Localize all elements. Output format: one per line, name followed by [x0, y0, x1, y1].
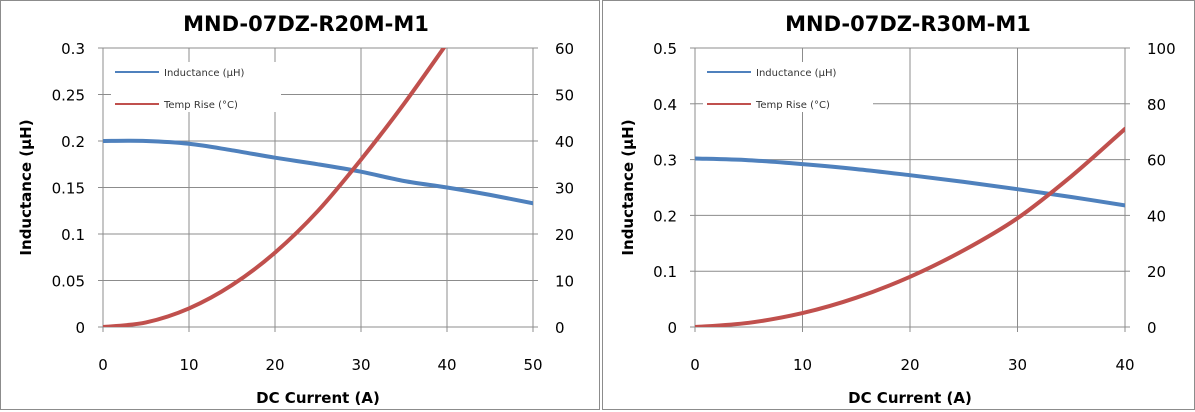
chart-title: MND-07DZ-R20M-M1 [183, 12, 429, 36]
y2-tick-label: 0 [1147, 319, 1157, 337]
x-tick-label: 0 [98, 356, 108, 374]
y-axis-title: Inductance (µH) [619, 119, 637, 255]
y-tick-label: 0.3 [653, 152, 677, 170]
x-tick-label: 20 [900, 356, 919, 374]
y-tick-label: 0 [75, 319, 85, 337]
y-tick-label: 0.05 [52, 273, 85, 291]
y-tick-label: 0.4 [653, 96, 677, 114]
chart-panel-r20m: 0 10 20 30 40 50 0 0.05 0.1 0.15 0.2 0.25 0.3 0 10 20 30… [0, 0, 600, 410]
y-tick-label: 0.1 [653, 263, 677, 281]
y-axis-title: Inductance (µH) [17, 119, 35, 255]
x-tick-label: 40 [1115, 356, 1134, 374]
temp-rise-series-line [103, 48, 447, 327]
x-tick-label: 0 [690, 356, 700, 374]
y2-tick-label: 20 [1147, 263, 1166, 281]
y-tick-label: 0.5 [653, 40, 677, 58]
x-tick-label: 30 [351, 356, 370, 374]
inductance-series-line [103, 138, 533, 206]
y2-tick-label: 40 [1147, 207, 1166, 225]
chart-r20m: 0 10 20 30 40 50 0 0.05 0.1 0.15 0.2 0.25 0.3 0 10 20 30… [17, 12, 574, 407]
x-tick-label: 50 [523, 356, 542, 374]
y-tick-label: 0.3 [61, 40, 85, 58]
x-tick-label: 40 [437, 356, 456, 374]
chart-title: MND-07DZ-R30M-M1 [785, 12, 1031, 36]
y-tick-label: 0.2 [61, 133, 85, 151]
x-tick-label: 30 [1008, 356, 1027, 374]
y2-tick-label: 50 [555, 87, 574, 105]
y2-tick-label: 30 [555, 180, 574, 198]
y2-tick-label: 60 [1147, 152, 1166, 170]
inductance-series-line [695, 156, 1125, 208]
legend-label: Temp Rise (°C) [163, 100, 238, 111]
x-tick-label: 10 [793, 356, 812, 374]
temp-rise-series-line [695, 126, 1125, 327]
y-tick-label: 0.25 [52, 87, 85, 105]
y2-tick-label: 0 [555, 319, 565, 337]
y2-tick-label: 80 [1147, 96, 1166, 114]
legend-label: Inductance (µH) [164, 68, 244, 79]
y-tick-label: 0 [667, 319, 677, 337]
chart-panel-r30m: 0 10 20 30 40 0 0.1 0.2 0.3 0.4 0.5 0 20 40 60 80 100 MND… [602, 0, 1195, 410]
y2-tick-label: 60 [555, 40, 574, 58]
legend-label: Temp Rise (°C) [755, 100, 830, 111]
y2-tick-label: 20 [555, 226, 574, 244]
chart-r30m: 0 10 20 30 40 0 0.1 0.2 0.3 0.4 0.5 0 20 40 60 80 100 MND… [619, 12, 1176, 407]
x-axis-title: DC Current (A) [848, 389, 972, 407]
legend-label: Inductance (µH) [756, 68, 836, 79]
y-tick-label: 0.1 [61, 226, 85, 244]
y2-tick-label: 40 [555, 133, 574, 151]
y-tick-label: 0.15 [52, 180, 85, 198]
x-axis-title: DC Current (A) [256, 389, 380, 407]
x-tick-label: 20 [265, 356, 284, 374]
y2-tick-label: 100 [1147, 40, 1176, 58]
x-tick-label: 10 [179, 356, 198, 374]
y2-tick-label: 10 [555, 273, 574, 291]
y-tick-label: 0.2 [653, 207, 677, 225]
